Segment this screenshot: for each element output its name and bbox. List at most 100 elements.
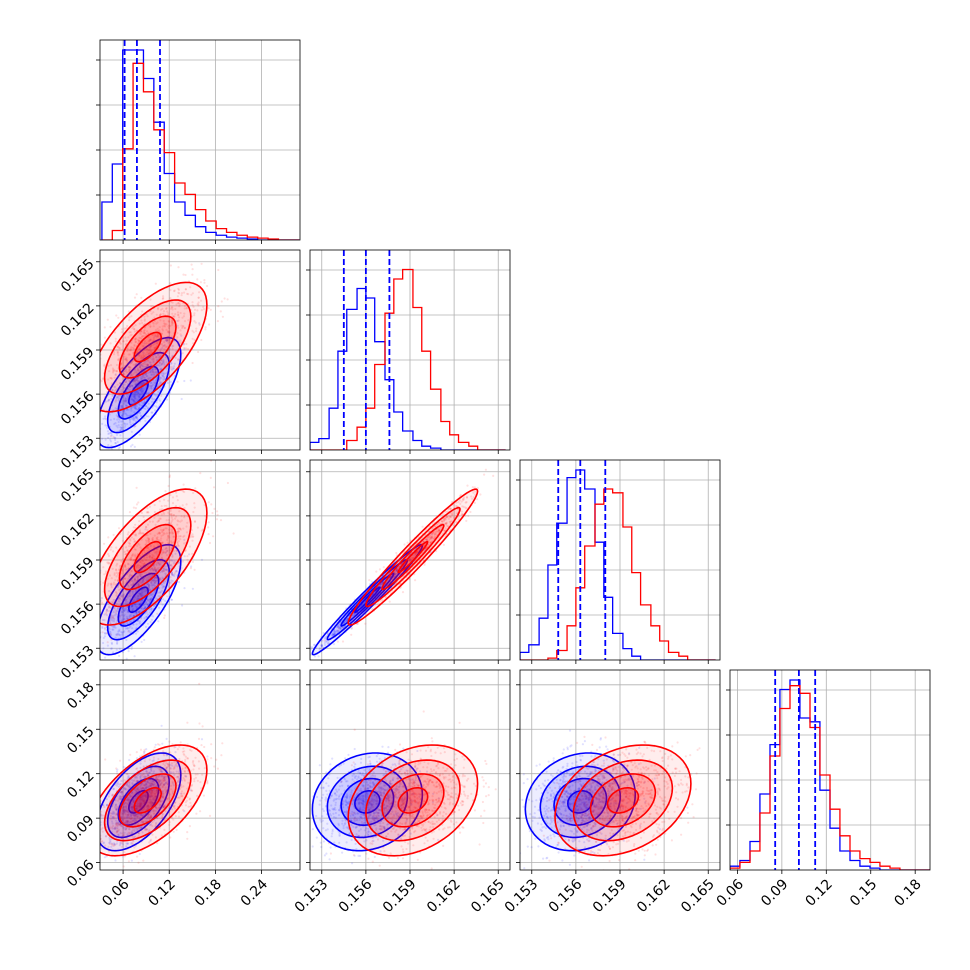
point-blue-1-0-25 bbox=[130, 361, 133, 364]
point-blue-1-0-763 bbox=[162, 376, 165, 379]
point-blue-2-0-142 bbox=[127, 577, 130, 581]
point-red-1-0-770 bbox=[161, 297, 164, 300]
point-red-1-0-270 bbox=[138, 366, 142, 369]
point-blue-1-0-209 bbox=[172, 367, 175, 370]
point-blue-2-0-374 bbox=[143, 590, 146, 593]
point-red-1-0-486 bbox=[171, 306, 174, 309]
point-blue-2-0-393 bbox=[153, 578, 156, 582]
point-blue-2-0-635 bbox=[150, 608, 153, 611]
point-red-2-1-744 bbox=[479, 493, 482, 496]
point-red-1-0-266 bbox=[170, 320, 173, 323]
point-red-1-0-600 bbox=[163, 340, 166, 344]
point-red-1-0-332 bbox=[143, 340, 146, 343]
point-red-2-1-589 bbox=[388, 600, 391, 603]
point-blue-1-0-306 bbox=[143, 416, 146, 420]
point-red-2-0-629 bbox=[132, 506, 135, 509]
point-blue-2-0-620 bbox=[120, 630, 123, 634]
point-red-1-0-418 bbox=[193, 308, 197, 311]
point-blue-1-0-618 bbox=[116, 395, 119, 398]
point-red-1-0-196 bbox=[136, 350, 139, 353]
point-blue-2-0-543 bbox=[110, 647, 113, 650]
point-blue-1-0-187 bbox=[153, 373, 156, 377]
point-blue-2-0-200 bbox=[171, 579, 174, 583]
point-blue-1-0-648 bbox=[110, 444, 113, 447]
point-blue-1-0-152 bbox=[118, 394, 121, 397]
point-blue-1-0-287 bbox=[155, 335, 158, 338]
point-red-1-0-515 bbox=[151, 339, 154, 342]
point-red-1-0-190 bbox=[152, 357, 155, 360]
point-blue-1-0-296 bbox=[125, 368, 128, 371]
point-blue-2-0-350 bbox=[161, 549, 164, 552]
point-blue-1-0-436 bbox=[143, 342, 146, 345]
point-red-2-1-305 bbox=[341, 640, 345, 643]
point-blue-2-0-34 bbox=[163, 582, 166, 585]
point-blue-2-0-584 bbox=[162, 569, 165, 572]
point-blue-1-0-365 bbox=[120, 388, 123, 391]
point-red-1-0-175 bbox=[152, 358, 155, 361]
point-blue-1-0-167 bbox=[165, 339, 168, 342]
point-blue-2-0-575 bbox=[163, 567, 166, 570]
point-red-1-0-165 bbox=[129, 347, 133, 350]
point-blue-2-0-99 bbox=[144, 607, 147, 610]
point-blue-1-0-788 bbox=[102, 417, 105, 420]
point-blue-1-0-348 bbox=[128, 419, 132, 422]
point-red-2-0-648 bbox=[232, 532, 235, 535]
point-blue-1-0-707 bbox=[111, 388, 114, 392]
point-blue-1-0-67 bbox=[116, 396, 119, 399]
point-red-1-0-682 bbox=[183, 327, 186, 330]
point-blue-2-0-544 bbox=[164, 572, 167, 575]
point-blue-2-0-65 bbox=[108, 630, 111, 633]
point-blue-2-0-335 bbox=[153, 582, 156, 585]
point-blue-1-0-353 bbox=[152, 371, 155, 374]
point-red-1-0-44 bbox=[155, 345, 158, 348]
point-red-2-0-23 bbox=[164, 490, 167, 493]
point-blue-2-1-301 bbox=[317, 655, 320, 658]
point-blue-1-0-98 bbox=[114, 373, 117, 376]
point-blue-1-0-443 bbox=[95, 448, 97, 450]
point-blue-2-0-305 bbox=[148, 589, 151, 592]
point-blue-2-0-395 bbox=[119, 636, 123, 639]
point-blue-1-0-84 bbox=[160, 372, 163, 375]
point-blue-1-0-445 bbox=[120, 420, 123, 423]
point-blue-2-0-102 bbox=[121, 618, 124, 621]
point-red-1-0-18 bbox=[128, 331, 131, 334]
point-blue-2-0-96 bbox=[126, 627, 129, 630]
point-red-1-0-614 bbox=[166, 339, 169, 342]
point-blue-2-0-121 bbox=[122, 593, 125, 596]
point-blue-2-0-439 bbox=[114, 636, 117, 639]
point-blue-2-0-16 bbox=[91, 644, 93, 646]
point-blue-1-0-525 bbox=[153, 409, 157, 412]
point-blue-2-0-504 bbox=[139, 603, 142, 606]
point-blue-2-0-125 bbox=[128, 626, 131, 629]
point-blue-1-0-614 bbox=[170, 368, 174, 371]
point-red-1-0-382 bbox=[153, 316, 156, 319]
point-red-1-0-745 bbox=[95, 405, 97, 407]
point-blue-2-0-585 bbox=[133, 655, 136, 658]
point-red-1-0-736 bbox=[149, 305, 153, 308]
point-blue-1-0-654 bbox=[142, 402, 145, 405]
point-blue-1-0-422 bbox=[135, 391, 138, 394]
point-blue-1-0-155 bbox=[134, 415, 138, 419]
point-red-1-0-440 bbox=[178, 316, 181, 319]
point-blue-1-0-193 bbox=[148, 361, 151, 364]
point-blue-2-0-366 bbox=[140, 594, 143, 597]
point-red-1-0-687 bbox=[149, 344, 152, 348]
point-blue-1-0-379 bbox=[154, 405, 158, 408]
point-red-1-0-122 bbox=[191, 268, 194, 271]
point-blue-2-0-300 bbox=[129, 613, 132, 616]
point-blue-2-0-352 bbox=[118, 628, 121, 631]
point-red-1-0-560 bbox=[160, 332, 163, 335]
point-red-2-1-119 bbox=[368, 579, 371, 582]
point-blue-1-0-301 bbox=[128, 389, 131, 392]
point-blue-1-0-716 bbox=[110, 397, 113, 400]
point-red-1-0-66 bbox=[120, 328, 123, 331]
point-red-1-0-781 bbox=[134, 378, 137, 382]
point-red-1-0-730 bbox=[146, 364, 149, 367]
point-blue-1-0-15 bbox=[158, 356, 161, 359]
point-red-2-1-471 bbox=[421, 525, 424, 528]
point-blue-1-0-586 bbox=[147, 353, 150, 356]
point-red-1-0-21 bbox=[185, 342, 188, 346]
point-blue-1-0-387 bbox=[119, 382, 122, 385]
point-blue-1-0-188 bbox=[124, 397, 127, 400]
point-blue-2-0-649 bbox=[126, 610, 129, 614]
